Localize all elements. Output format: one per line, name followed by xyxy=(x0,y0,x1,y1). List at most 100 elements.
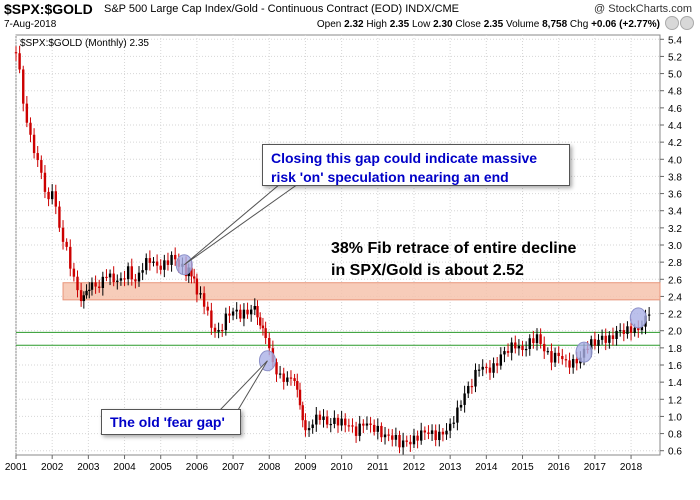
y-tick-label: 2.8 xyxy=(668,258,682,269)
price-body xyxy=(105,276,108,279)
price-body xyxy=(249,309,253,315)
price-body xyxy=(14,52,18,54)
price-body xyxy=(474,369,477,387)
price-body xyxy=(192,276,196,279)
price-body xyxy=(427,432,430,434)
price-body xyxy=(481,366,484,370)
price-body xyxy=(213,327,217,332)
price-body xyxy=(311,424,314,429)
price-body xyxy=(477,369,481,371)
price-body xyxy=(640,326,644,331)
open-value: 2.32 xyxy=(344,19,364,30)
x-tick-label: 2007 xyxy=(222,462,245,473)
price-body xyxy=(268,338,271,349)
price-body xyxy=(217,329,220,332)
y-tick-label: 1.6 xyxy=(668,361,682,372)
x-tick-label: 2006 xyxy=(186,462,209,473)
price-body xyxy=(195,278,199,295)
price-body xyxy=(29,122,32,135)
price-body xyxy=(622,330,626,334)
price-body xyxy=(546,351,550,353)
price-body xyxy=(369,423,372,425)
price-body xyxy=(405,440,408,442)
y-tick-label: 2.2 xyxy=(668,310,682,321)
price-body xyxy=(351,425,354,427)
price-body xyxy=(506,351,510,353)
x-tick-label: 2004 xyxy=(113,462,136,473)
price-body xyxy=(76,276,79,291)
chart-header: $SPX:$GOLD S&P 500 Large Cap Index/Gold … xyxy=(0,0,700,34)
x-tick-label: 2008 xyxy=(258,462,281,473)
price-body xyxy=(112,273,115,283)
y-tick-label: 4.8 xyxy=(668,87,682,98)
price-body xyxy=(510,342,513,353)
price-body xyxy=(470,385,474,388)
x-tick-label: 2017 xyxy=(584,462,607,473)
settings-icon[interactable] xyxy=(680,16,694,30)
price-body xyxy=(173,254,177,260)
close-label: Close xyxy=(455,19,481,30)
price-body xyxy=(387,434,390,436)
price-body xyxy=(401,440,405,448)
price-body xyxy=(608,335,611,343)
price-body xyxy=(256,306,259,318)
price-body xyxy=(358,423,361,436)
price-body xyxy=(210,310,213,328)
x-tick-label: 2014 xyxy=(475,462,498,473)
price-body xyxy=(590,339,593,350)
price-body xyxy=(434,430,437,441)
price-body xyxy=(568,360,571,368)
price-body xyxy=(235,309,238,312)
price-body xyxy=(199,293,202,295)
price-body xyxy=(25,103,29,123)
price-body xyxy=(398,434,401,448)
price-body xyxy=(485,366,488,369)
price-body xyxy=(40,160,43,173)
price-body xyxy=(575,359,578,364)
price-body xyxy=(448,423,452,431)
price-body xyxy=(488,367,492,373)
y-tick-label: 4.2 xyxy=(668,138,682,149)
price-body xyxy=(543,343,546,352)
price-body xyxy=(190,267,193,277)
chg-value: +0.06 (+2.77%) xyxy=(591,19,660,30)
price-body xyxy=(550,351,553,363)
price-body xyxy=(561,355,564,360)
price-body xyxy=(336,417,340,426)
price-body xyxy=(553,352,557,363)
price-body xyxy=(322,416,325,420)
price-body xyxy=(282,373,285,382)
price-body xyxy=(521,345,524,351)
price-body xyxy=(539,334,542,344)
price-body xyxy=(637,327,640,331)
y-tick-label: 3.6 xyxy=(668,190,682,201)
price-body xyxy=(242,309,246,319)
price-body xyxy=(85,290,88,296)
price-body xyxy=(633,327,636,333)
zoom-icon[interactable] xyxy=(665,16,679,30)
price-body xyxy=(141,270,144,273)
price-body xyxy=(298,389,302,406)
price-body xyxy=(18,53,21,70)
y-tick-label: 1.8 xyxy=(668,344,682,355)
price-body xyxy=(82,295,86,302)
price-body xyxy=(296,381,299,390)
x-tick-label: 2013 xyxy=(439,462,462,473)
highlight-marker xyxy=(629,307,647,329)
price-body xyxy=(564,359,568,361)
price-body xyxy=(467,385,470,394)
price-body xyxy=(65,241,68,247)
price-body xyxy=(259,317,262,326)
price-body xyxy=(72,268,76,277)
price-body xyxy=(264,328,267,339)
price-body xyxy=(347,425,351,427)
price-body xyxy=(206,306,209,311)
price-body xyxy=(354,426,358,436)
price-body xyxy=(535,334,539,344)
price-body xyxy=(152,261,155,263)
price-body xyxy=(452,422,455,424)
price-body xyxy=(532,338,535,344)
price-body xyxy=(54,191,57,207)
price-body xyxy=(619,330,622,332)
price-body xyxy=(159,265,162,270)
